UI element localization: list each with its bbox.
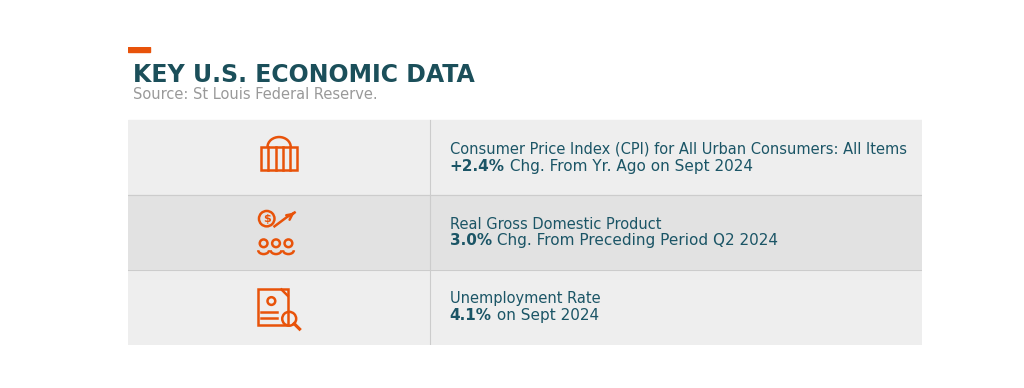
Text: +2.4%: +2.4%	[450, 159, 505, 174]
Bar	[128, 270, 922, 345]
Bar	[261, 147, 297, 170]
Text: Chg. From Yr. Ago on Sept 2024: Chg. From Yr. Ago on Sept 2024	[505, 159, 753, 174]
Text: Chg. From Preceding Period Q2 2024: Chg. From Preceding Period Q2 2024	[492, 234, 778, 248]
Bar	[128, 47, 150, 52]
Text: Consumer Price Index (CPI) for All Urban Consumers: All Items: Consumer Price Index (CPI) for All Urban…	[450, 142, 906, 157]
Text: 4.1%: 4.1%	[450, 308, 492, 323]
Text: Source: St Louis Federal Reserve.: Source: St Louis Federal Reserve.	[133, 87, 377, 102]
Bar	[128, 121, 922, 195]
Text: KEY U.S. ECONOMIC DATA: KEY U.S. ECONOMIC DATA	[133, 64, 474, 88]
Text: $: $	[263, 214, 270, 223]
Text: Unemployment Rate: Unemployment Rate	[450, 291, 600, 306]
Bar	[128, 195, 922, 270]
Bar	[258, 289, 288, 325]
Text: on Sept 2024: on Sept 2024	[492, 308, 599, 323]
Text: 3.0%: 3.0%	[450, 234, 492, 248]
Text: Real Gross Domestic Product: Real Gross Domestic Product	[450, 217, 662, 232]
